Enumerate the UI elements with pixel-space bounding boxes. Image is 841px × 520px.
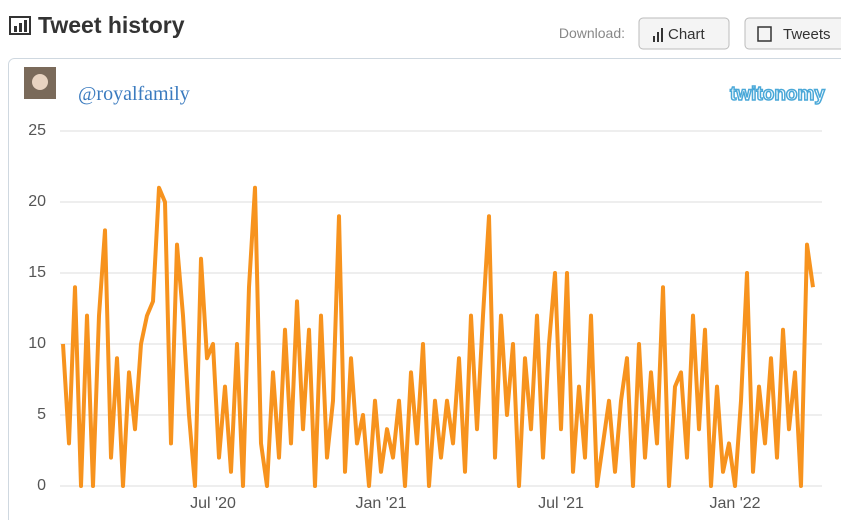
y-tick-label: 25 [28, 122, 46, 139]
y-tick-label: 10 [28, 335, 46, 352]
tweets-button[interactable]: Tweets [745, 18, 841, 49]
icon-bar [653, 36, 655, 42]
button-label[interactable]: Chart [668, 26, 706, 43]
download-label: Download: [559, 25, 625, 41]
y-tick-label: 20 [28, 193, 46, 210]
y-tick-label: 5 [37, 406, 46, 423]
page: Tweet history Download: Chart Tweets @ro… [0, 0, 841, 520]
avatar-face [32, 74, 48, 90]
icon-bar [24, 20, 27, 32]
y-tick-label: 15 [28, 264, 46, 281]
logo: twitonomy [730, 84, 825, 105]
x-tick-label: Jan '21 [355, 495, 406, 512]
chart-button[interactable]: Chart [639, 18, 729, 49]
icon-bar [19, 23, 22, 32]
y-tick-label: 0 [37, 477, 46, 494]
x-tick-label: Jul '20 [190, 495, 236, 512]
button-label[interactable]: Tweets [783, 26, 831, 43]
page-title: Tweet history [38, 12, 185, 38]
panel [9, 59, 841, 520]
profile-handle[interactable]: @royalfamily [78, 83, 190, 105]
x-tick-label: Jan '22 [709, 495, 760, 512]
icon-bar [657, 32, 659, 42]
icon-bar [14, 26, 17, 32]
x-tick-label: Jul '21 [538, 495, 584, 512]
icon-bar [661, 28, 663, 42]
